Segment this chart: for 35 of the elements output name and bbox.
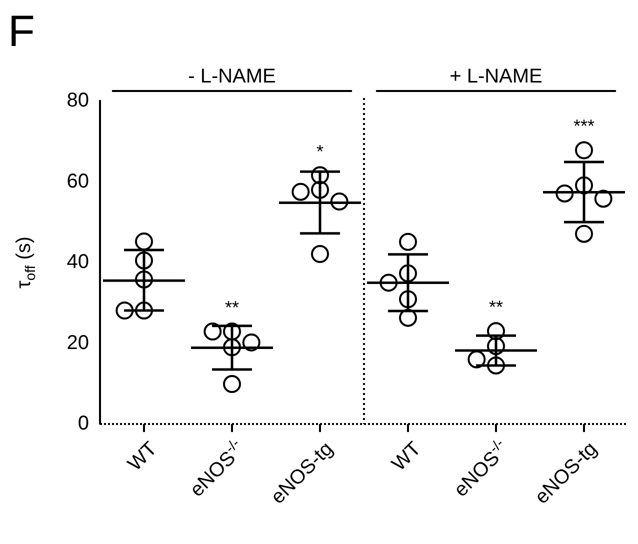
text: - L-NAME xyxy=(188,66,276,88)
point xyxy=(311,180,329,199)
point xyxy=(575,224,593,243)
point xyxy=(311,245,329,264)
data-label: ** xyxy=(488,297,504,318)
x-tick-label: WT xyxy=(124,438,162,476)
point xyxy=(399,264,417,282)
point xyxy=(399,232,417,251)
point xyxy=(311,166,329,184)
data-label: * xyxy=(316,141,324,162)
x-tick-label: WT xyxy=(388,438,426,476)
point xyxy=(487,337,505,356)
point xyxy=(223,322,241,341)
point xyxy=(575,141,593,160)
y-tick-label: 80 xyxy=(66,90,89,112)
point xyxy=(399,290,417,308)
data-label: *** xyxy=(573,116,595,136)
point xyxy=(399,308,417,327)
data-label: ** xyxy=(224,298,240,318)
point xyxy=(223,375,241,394)
y-tick-label: 0 xyxy=(78,412,89,435)
y-tick-label: 20 xyxy=(66,332,89,354)
point xyxy=(487,356,505,374)
point xyxy=(487,322,505,340)
y-axis-title: τoff (s) xyxy=(13,236,38,289)
point xyxy=(135,251,153,270)
y-tick-label: 40 xyxy=(66,251,89,274)
point xyxy=(135,270,153,288)
y-tick-label: 60 xyxy=(66,170,89,192)
point xyxy=(135,302,153,320)
chart-title: F xyxy=(8,7,35,56)
point xyxy=(575,176,593,194)
point xyxy=(223,338,241,356)
text: + L-NAME xyxy=(450,66,542,88)
point xyxy=(135,232,153,251)
